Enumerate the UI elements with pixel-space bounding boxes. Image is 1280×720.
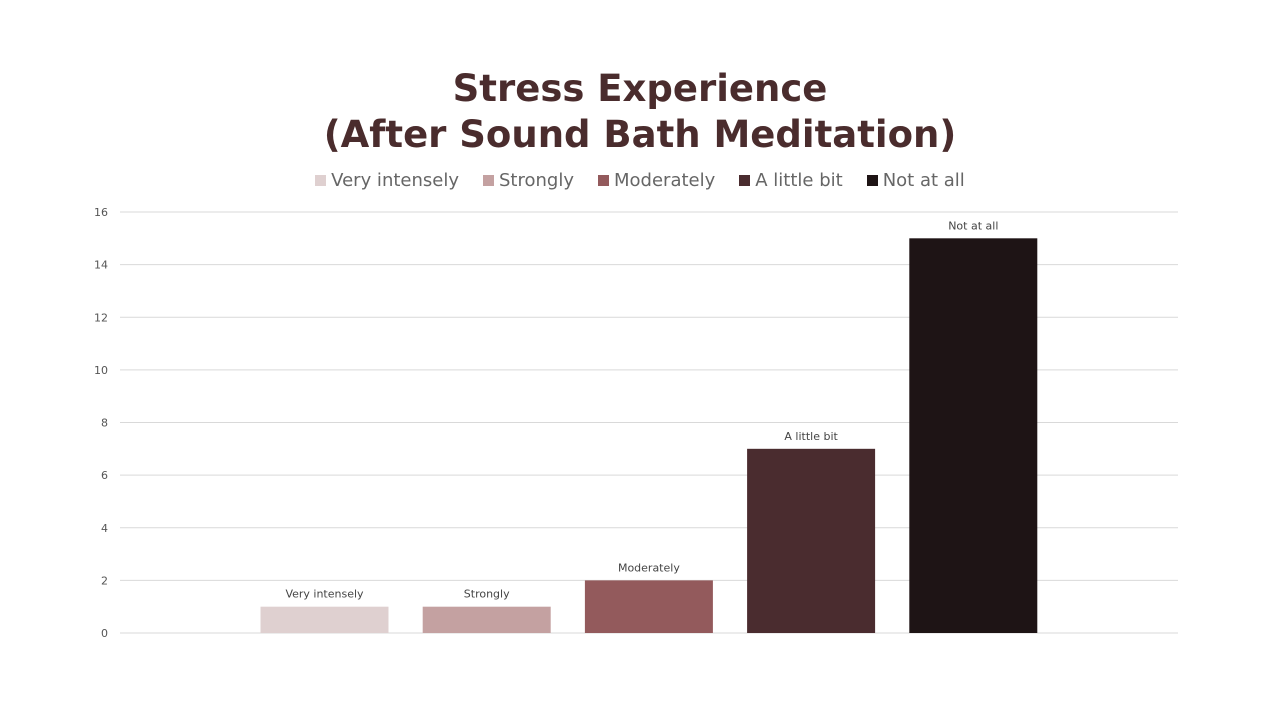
y-tick-label: 10	[94, 364, 108, 377]
bar-data-label: Very intensely	[285, 588, 364, 601]
legend-item-a-little-bit: A little bit	[739, 170, 843, 191]
bar-data-label: Strongly	[464, 588, 510, 601]
bar	[260, 606, 389, 633]
legend-label: A little bit	[755, 170, 843, 191]
y-tick-label: 12	[94, 311, 108, 324]
legend-item-very-intensely: Very intensely	[315, 170, 459, 191]
legend-item-not-at-all: Not at all	[866, 170, 965, 191]
y-tick-label: 0	[101, 627, 108, 640]
legend-swatch	[483, 175, 494, 186]
bar-data-label: A little bit	[784, 430, 838, 443]
bar-data-label: Not at all	[948, 219, 998, 232]
legend-item-moderately: Moderately	[598, 170, 715, 191]
y-tick-label: 14	[94, 259, 108, 272]
legend-item-strongly: Strongly	[483, 170, 574, 191]
bar	[584, 580, 713, 633]
y-tick-label: 4	[101, 522, 108, 535]
y-tick-label: 6	[101, 469, 108, 482]
y-tick-label: 8	[101, 417, 108, 430]
chart-title-line-2: (After Sound Bath Meditation)	[323, 113, 957, 156]
legend-swatch	[739, 175, 751, 186]
bar-data-label: Moderately	[618, 561, 680, 574]
bar	[909, 238, 1038, 633]
y-tick-label: 2	[101, 574, 108, 587]
legend-label: Moderately	[614, 170, 716, 191]
legend-swatch	[866, 175, 878, 186]
bar	[422, 606, 551, 633]
legend-label: Not at all	[882, 170, 965, 191]
chart-title-line-1: Stress Experience	[452, 67, 828, 110]
legend-swatch	[315, 175, 327, 186]
chart-legend: Very intensely Strongly Moderately A lit…	[0, 170, 1280, 191]
legend-label: Strongly	[499, 170, 574, 191]
y-tick-label: 16	[94, 206, 108, 219]
chart-title: Stress Experience (After Sound Bath Medi…	[0, 66, 1280, 158]
legend-label: Very intensely	[331, 170, 459, 191]
legend-swatch	[598, 175, 609, 186]
bar	[747, 448, 876, 633]
